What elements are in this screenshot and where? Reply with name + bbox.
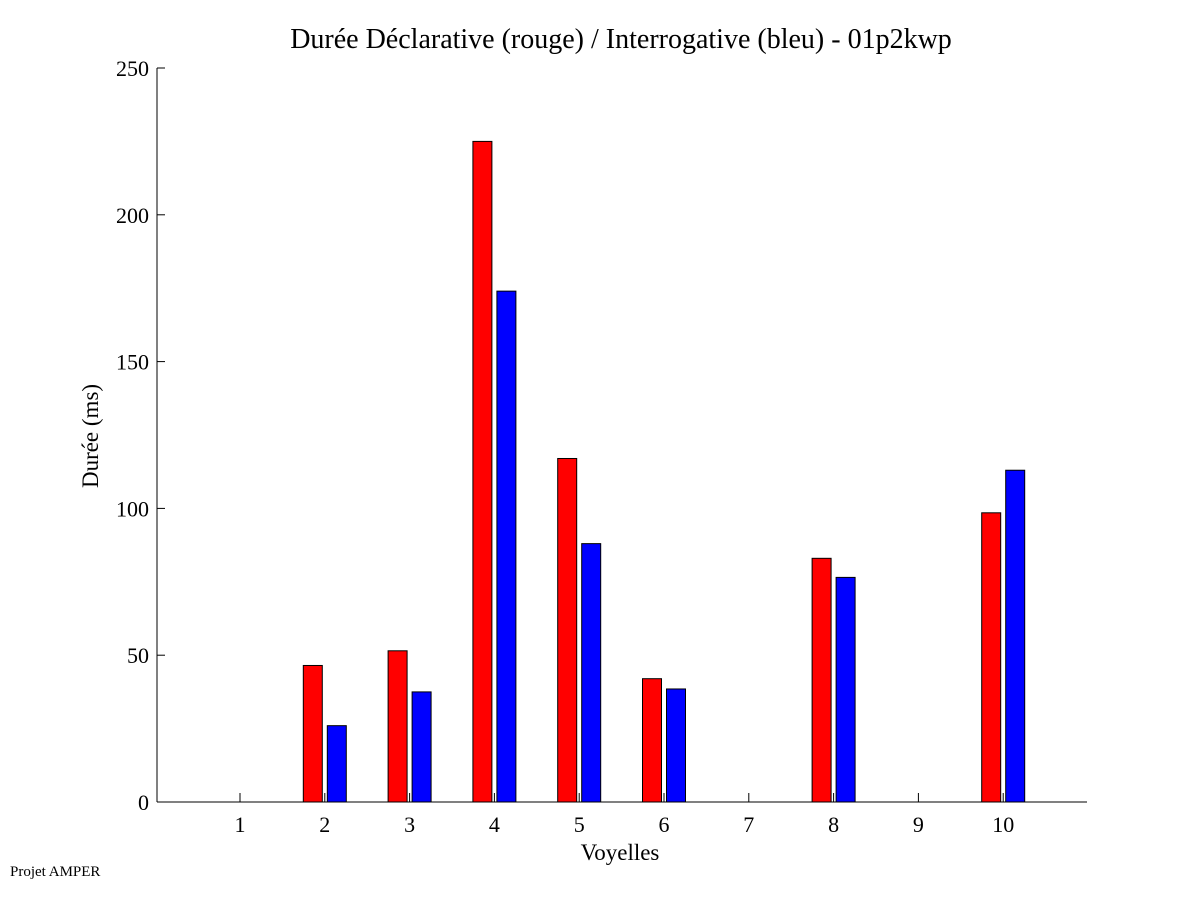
- bar-interrogative-2: [326, 725, 347, 803]
- x-tick-label: 9: [913, 812, 924, 837]
- y-tick-label: 200: [116, 203, 149, 228]
- x-tick-label: 8: [828, 812, 839, 837]
- y-tick-label: 50: [127, 643, 149, 668]
- footer-credit: Projet AMPER: [10, 864, 101, 880]
- axes: 0 50 100 150 200 250 1 2 3 4 5 6 7 8 9 10: [116, 56, 1087, 837]
- bar-interrogative-3: [411, 691, 432, 803]
- x-tick-label: 5: [574, 812, 585, 837]
- x-axis-label: Voyelles: [581, 840, 660, 865]
- x-tick-label: 4: [489, 812, 500, 837]
- y-axis-label: Durée (ms): [78, 384, 103, 488]
- y-tick-label: 250: [116, 56, 149, 81]
- bar-declarative-3: [387, 650, 408, 803]
- x-tick-label: 2: [319, 812, 330, 837]
- x-tick-label: 1: [235, 812, 246, 837]
- bar-declarative-4: [472, 140, 493, 803]
- bar-declarative-10: [981, 512, 1002, 803]
- bar-interrogative-5: [581, 543, 602, 803]
- bar-interrogative-10: [1005, 469, 1026, 803]
- x-tick-label: 6: [659, 812, 670, 837]
- x-tick-label: 7: [743, 812, 754, 837]
- bars: [302, 140, 1026, 803]
- chart-title: Durée Déclarative (rouge) / Interrogativ…: [290, 24, 952, 55]
- bar-interrogative-4: [496, 290, 517, 803]
- bar-declarative-8: [811, 557, 832, 803]
- y-tick-label: 100: [116, 496, 149, 521]
- x-tick-label: 10: [992, 812, 1014, 837]
- bar-declarative-2: [302, 664, 323, 803]
- bar-interrogative-8: [835, 576, 856, 803]
- bar-declarative-5: [557, 457, 578, 803]
- y-tick-label: 150: [116, 350, 149, 375]
- bar-interrogative-6: [666, 688, 686, 803]
- bar-declarative-6: [642, 678, 662, 803]
- y-tick-label: 0: [138, 790, 149, 815]
- x-tick-label: 3: [404, 812, 415, 837]
